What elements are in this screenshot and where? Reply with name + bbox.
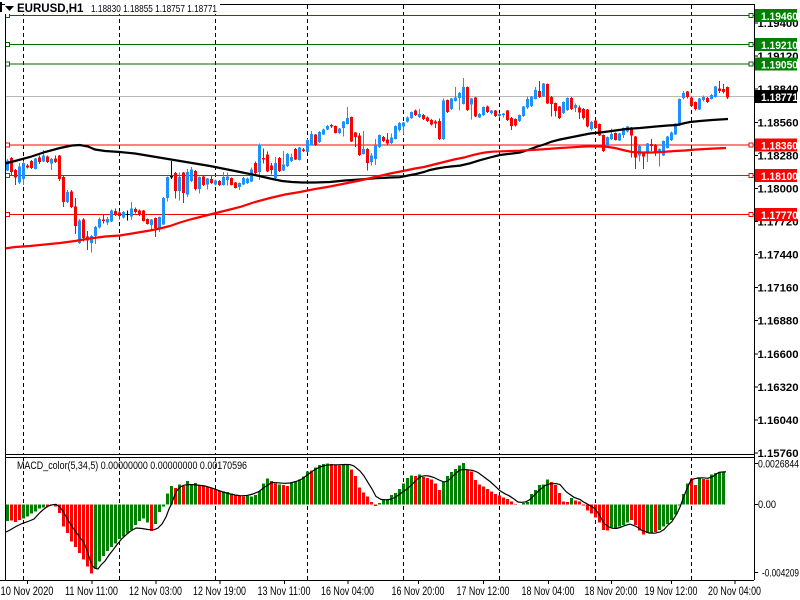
svg-text:1.18771: 1.18771: [761, 92, 798, 104]
svg-text:-0.004209: -0.004209: [762, 568, 799, 580]
svg-text:1.16040: 1.16040: [758, 415, 799, 427]
svg-text:EURUSD,H1: EURUSD,H1: [17, 3, 84, 15]
svg-text:10 Nov 2020: 10 Nov 2020: [1, 586, 54, 598]
svg-text:0.0026844: 0.0026844: [758, 459, 799, 471]
svg-text:1.19210: 1.19210: [761, 40, 798, 52]
svg-text:1.18280: 1.18280: [758, 150, 799, 162]
svg-text:18 Nov 04:00: 18 Nov 04:00: [522, 586, 575, 598]
svg-text:1.18360: 1.18360: [761, 141, 798, 153]
svg-text:1.18560: 1.18560: [758, 117, 799, 129]
svg-text:19 Nov 12:00: 19 Nov 12:00: [645, 586, 698, 598]
svg-text:11 Nov 11:00: 11 Nov 11:00: [65, 586, 118, 598]
svg-text:16 Nov 20:00: 16 Nov 20:00: [392, 586, 445, 598]
svg-text:1.18100: 1.18100: [761, 171, 798, 183]
svg-text:1.17440: 1.17440: [758, 250, 799, 262]
svg-text:20 Nov 04:00: 20 Nov 04:00: [708, 586, 761, 598]
svg-text:12 Nov 03:00: 12 Nov 03:00: [129, 586, 182, 598]
svg-text:12 Nov 19:00: 12 Nov 19:00: [193, 586, 246, 598]
svg-text:18 Nov 20:00: 18 Nov 20:00: [585, 586, 638, 598]
svg-text:MACD_color(5,34,5) 0.00000000: MACD_color(5,34,5) 0.00000000 0.00000000…: [17, 460, 247, 472]
svg-text:0.00: 0.00: [758, 499, 776, 511]
svg-text:1.17770: 1.17770: [761, 210, 798, 222]
svg-text:1.16880: 1.16880: [758, 316, 799, 328]
svg-text:1.19050: 1.19050: [761, 60, 798, 72]
svg-text:1.16600: 1.16600: [758, 349, 799, 361]
svg-text:13 Nov 11:00: 13 Nov 11:00: [258, 586, 311, 598]
svg-text:1.15760: 1.15760: [758, 448, 799, 460]
svg-text:1.18000: 1.18000: [758, 184, 799, 196]
svg-text:1.18830 1.18855 1.18757 1.1877: 1.18830 1.18855 1.18757 1.18771: [91, 3, 217, 15]
svg-text:17 Nov 12:00: 17 Nov 12:00: [457, 586, 510, 598]
svg-text:16 Nov 04:00: 16 Nov 04:00: [321, 586, 374, 598]
svg-text:1.17160: 1.17160: [758, 283, 799, 295]
svg-text:1.16320: 1.16320: [758, 382, 799, 394]
svg-text:1.19460: 1.19460: [761, 11, 798, 23]
